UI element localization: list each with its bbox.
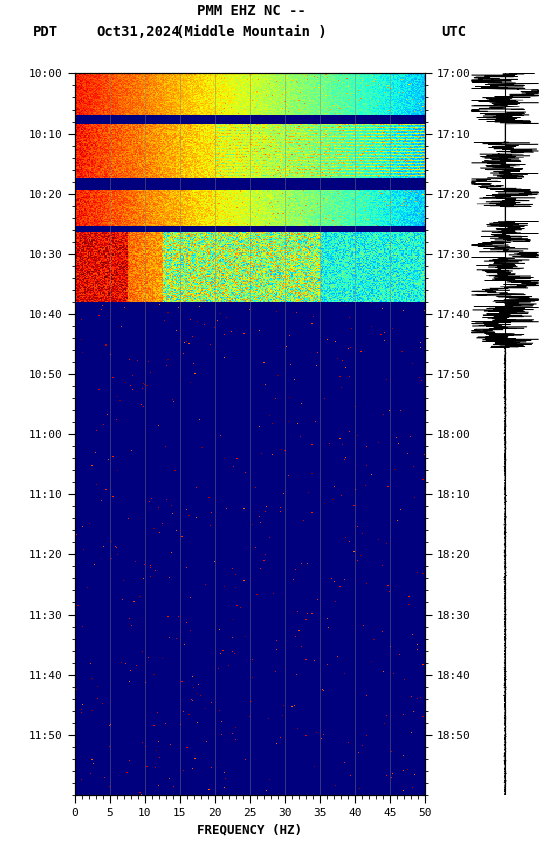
Text: (Middle Mountain ): (Middle Mountain ) bbox=[176, 25, 327, 39]
X-axis label: FREQUENCY (HZ): FREQUENCY (HZ) bbox=[197, 823, 302, 836]
Text: PDT: PDT bbox=[33, 25, 59, 39]
Text: Oct31,2024: Oct31,2024 bbox=[97, 25, 181, 39]
Text: PMM EHZ NC --: PMM EHZ NC -- bbox=[197, 3, 306, 18]
Text: UTC: UTC bbox=[442, 25, 467, 39]
